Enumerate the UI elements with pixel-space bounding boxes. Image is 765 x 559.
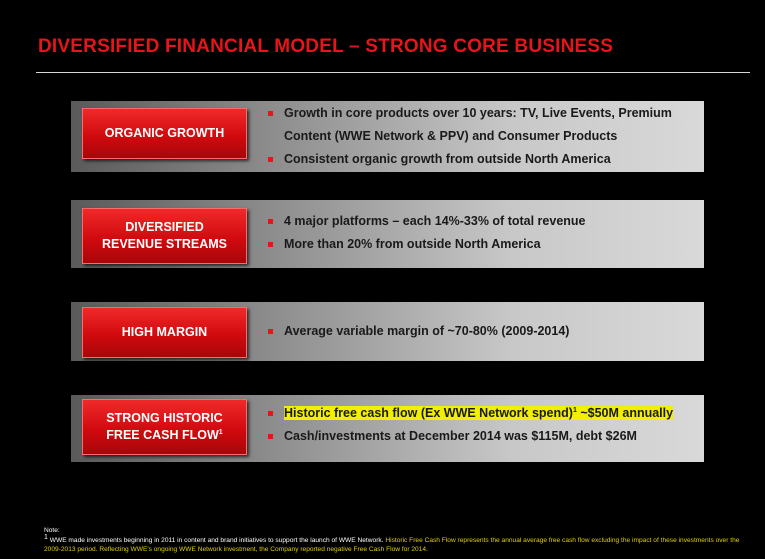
footnote-heading: Note: (44, 527, 60, 534)
label-organic-growth: ORGANIC GROWTH (82, 108, 247, 159)
label-text: DIVERSIFIED REVENUE STREAMS (101, 220, 228, 251)
bullets-free-cash-flow: Historic free cash flow (Ex WWE Network … (266, 402, 696, 448)
label-text-main: STRONG HISTORIC FREE CASH FLOW (106, 411, 223, 442)
highlight: Historic free cash flow (Ex WWE Network … (284, 406, 674, 420)
bullet-item: Cash/investments at December 2014 was $1… (266, 425, 696, 448)
bullets-diversified-revenue: 4 major platforms – each 14%-33% of tota… (266, 210, 696, 256)
label-high-margin: HIGH MARGIN (82, 307, 247, 358)
label-text: HIGH MARGIN (121, 325, 208, 339)
label-text: ORGANIC GROWTH (104, 126, 225, 140)
bullet-item: More than 20% from outside North America (266, 233, 696, 256)
bullet-text: Historic free cash flow (Ex WWE Network … (284, 406, 573, 420)
footnote-marker: 1 (44, 533, 48, 541)
footnote-marker: 1 (218, 428, 223, 436)
title-divider (36, 72, 750, 73)
bullet-item-highlighted: Historic free cash flow (Ex WWE Network … (266, 402, 696, 425)
bullet-text-tail: ~$50M annually (576, 406, 674, 420)
bullet-item: Consistent organic growth from outside N… (266, 148, 696, 171)
footnote-marker: 1 (572, 406, 577, 414)
label-text: STRONG HISTORIC FREE CASH FLOW1 (95, 410, 235, 444)
footnote-body: 1 WWE made investments beginning in 2011… (44, 533, 756, 555)
label-free-cash-flow: STRONG HISTORIC FREE CASH FLOW1 (82, 399, 247, 455)
footnote-text: WWE made investments beginning in 2011 i… (49, 536, 384, 544)
bullet-item: Growth in core products over 10 years: T… (266, 102, 696, 148)
footnote: Note: 1 WWE made investments beginning i… (44, 526, 756, 555)
label-diversified-revenue: DIVERSIFIED REVENUE STREAMS (82, 208, 247, 264)
bullets-high-margin: Average variable margin of ~70-80% (2009… (266, 320, 696, 343)
bullet-item: 4 major platforms – each 14%-33% of tota… (266, 210, 696, 233)
footnote-text-highlight: Historic Free Cash Flow represents the a… (44, 536, 740, 554)
slide-title: DIVERSIFIED FINANCIAL MODEL – STRONG COR… (38, 36, 614, 57)
bullets-organic-growth: Growth in core products over 10 years: T… (266, 102, 696, 171)
bullet-item: Average variable margin of ~70-80% (2009… (266, 320, 696, 343)
